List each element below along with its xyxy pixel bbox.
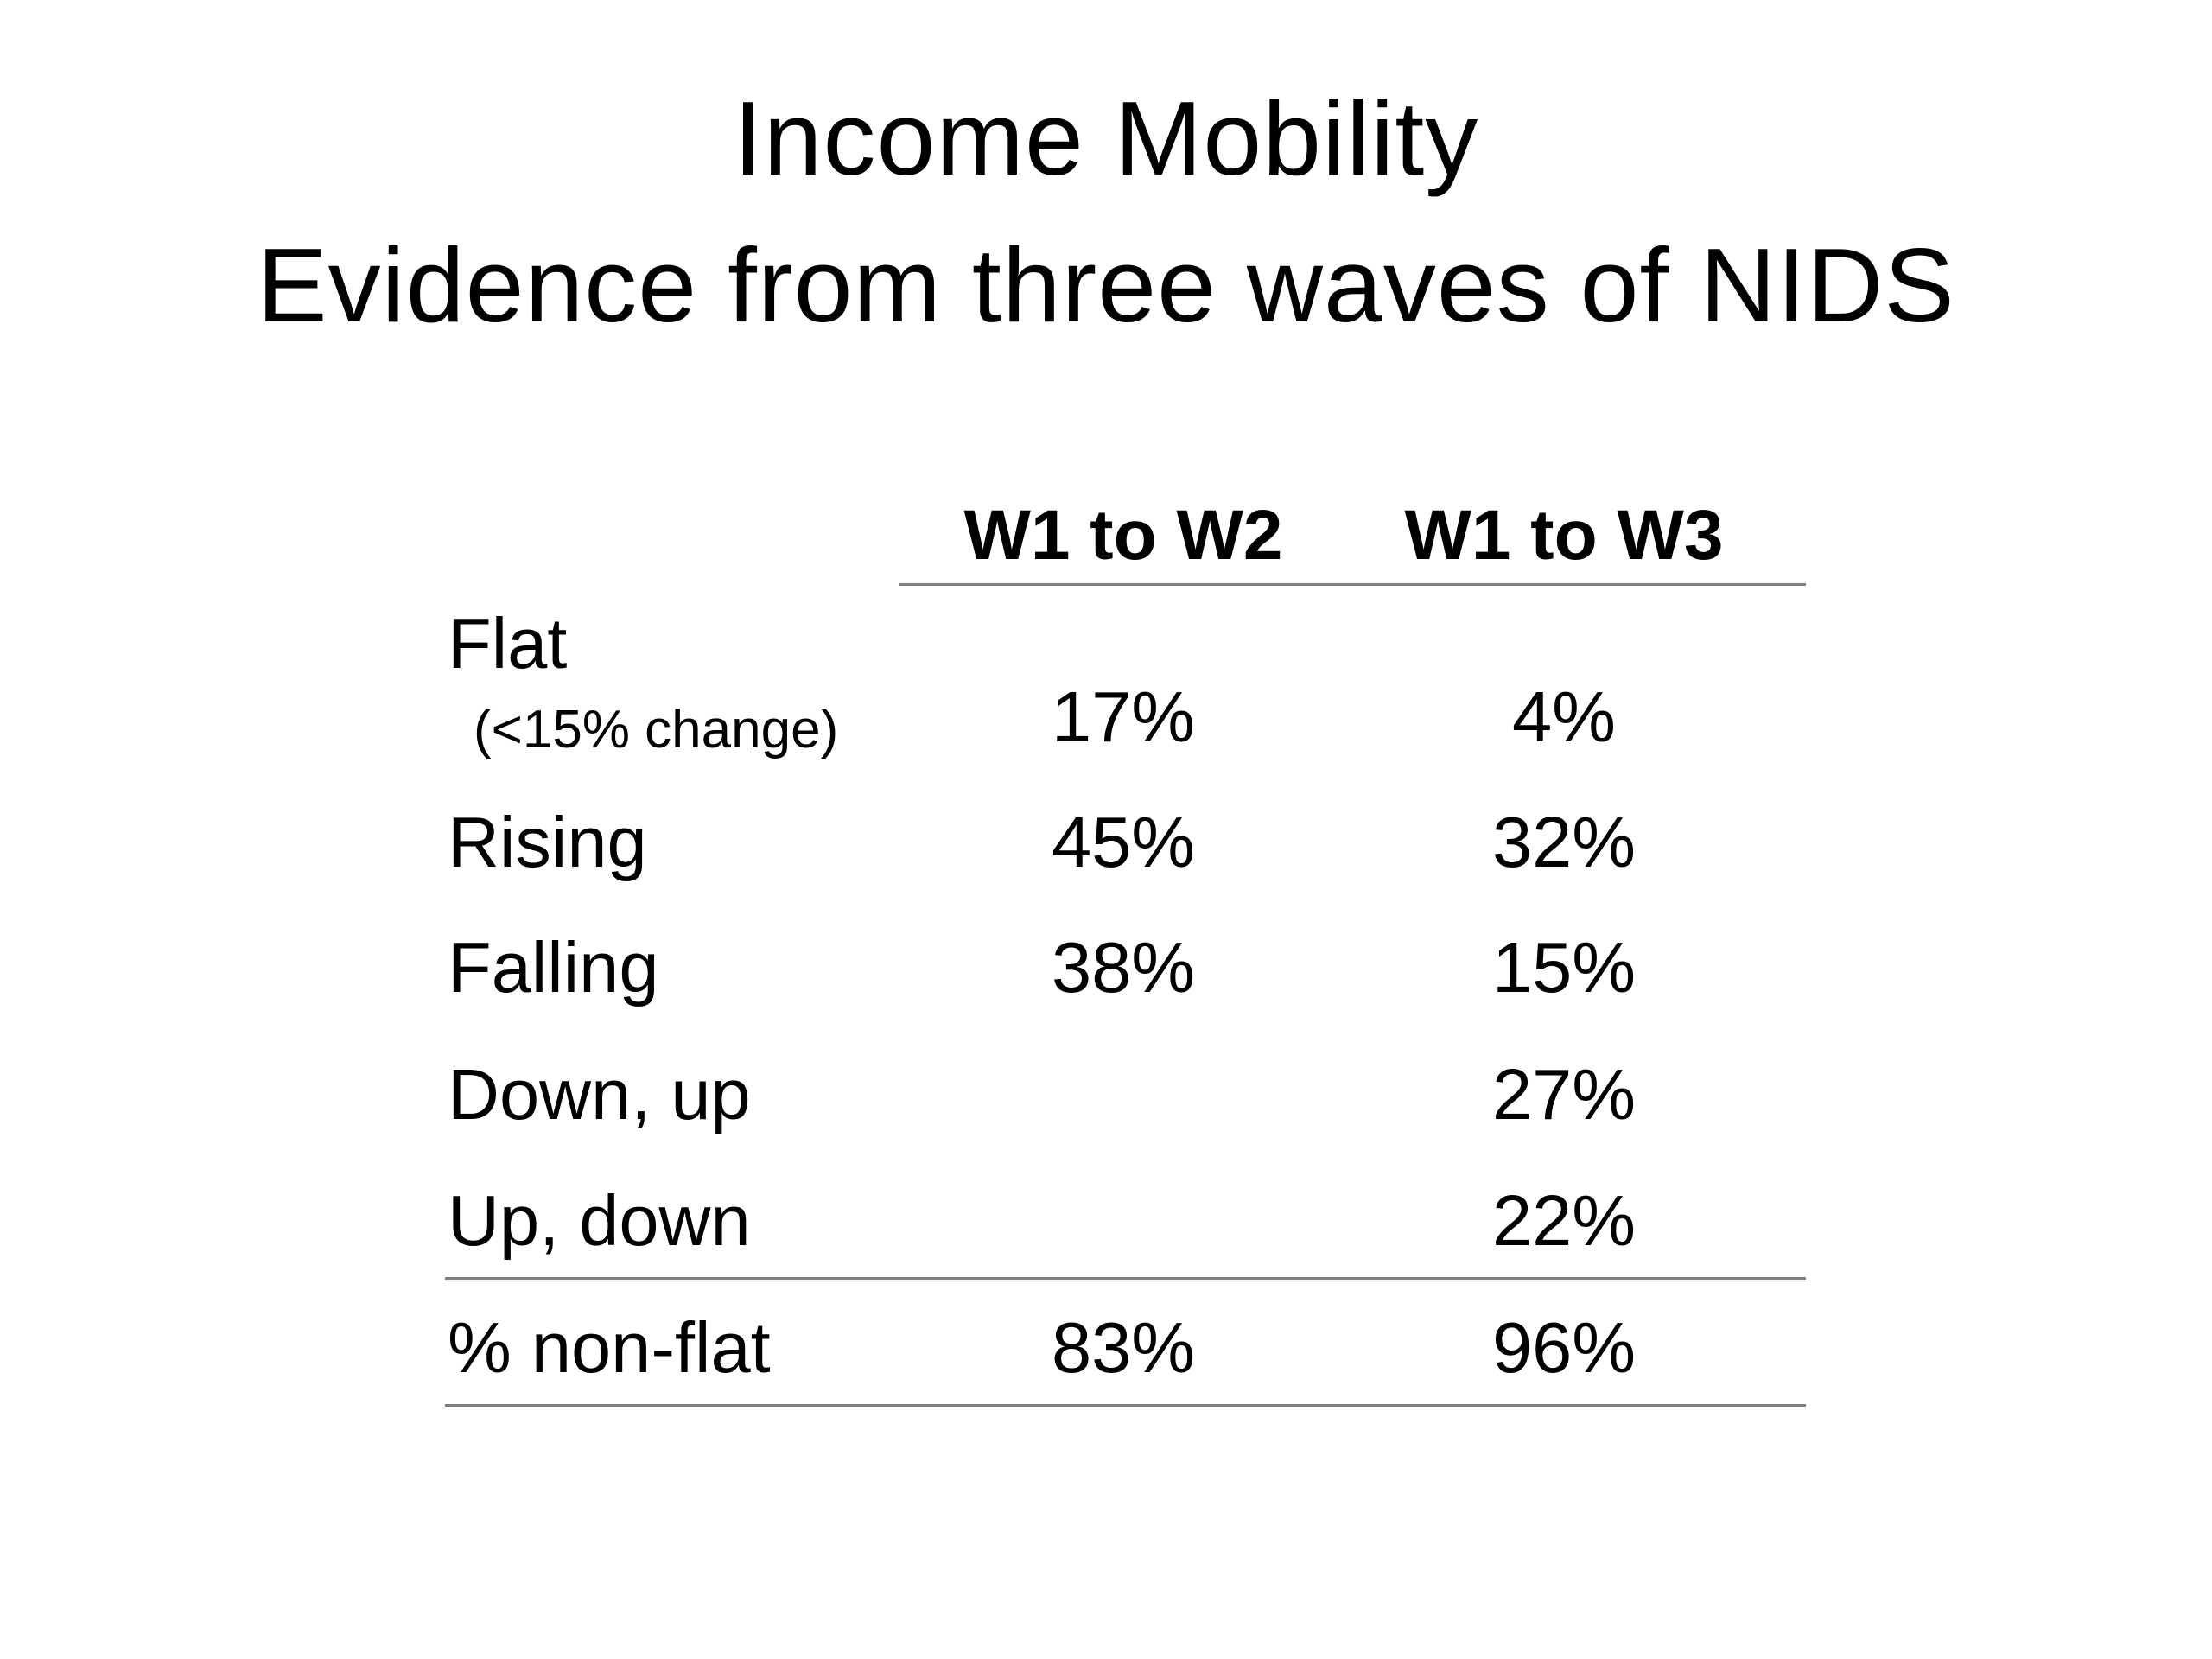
cell-w1-w3: 27% xyxy=(1491,1054,1637,1135)
total-label: % non-flat xyxy=(448,1307,771,1388)
cell-w1-w3: 15% xyxy=(1491,927,1637,1007)
cell-w1-w2: 17% xyxy=(1051,677,1196,757)
row-label: Up, down xyxy=(448,1180,751,1261)
cell-w1-w2: 38% xyxy=(1051,927,1196,1007)
total-rule xyxy=(445,1277,1806,1280)
row-label: Rising xyxy=(448,802,647,882)
row-label: Flat xyxy=(448,603,568,683)
cell-w1-w3: 32% xyxy=(1491,802,1637,882)
header-rule xyxy=(899,583,1806,586)
cell-w1-w3: 4% xyxy=(1512,677,1616,757)
bottom-rule xyxy=(445,1404,1806,1407)
cell-w1-w2: 45% xyxy=(1051,802,1196,882)
column-header-w1-w3: W1 to W3 xyxy=(1404,496,1724,575)
row-sublabel: (<15% change) xyxy=(474,700,839,760)
row-label: Down, up xyxy=(448,1054,751,1135)
slide-subtitle: Evidence from three waves of NIDS xyxy=(257,226,1955,344)
cell-w1-w3: 22% xyxy=(1491,1180,1637,1261)
slide-title: Income Mobility xyxy=(733,79,1479,197)
total-w1-w2: 83% xyxy=(1051,1307,1196,1388)
row-label: Falling xyxy=(448,927,659,1007)
total-w1-w3: 96% xyxy=(1491,1307,1637,1388)
column-header-w1-w2: W1 to W2 xyxy=(963,496,1283,575)
